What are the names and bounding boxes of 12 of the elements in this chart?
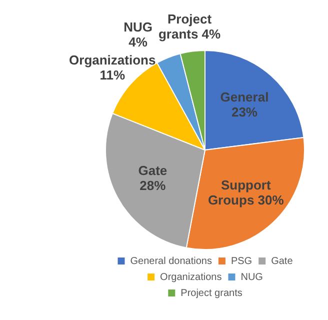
- legend-label: Gate: [271, 256, 294, 267]
- legend-label: General donations: [130, 256, 212, 267]
- legend-label: Organizations: [160, 272, 222, 283]
- legend-label: PSG: [230, 256, 252, 267]
- data-label: NUG 4%: [124, 19, 152, 50]
- data-label: Project grants 4%: [158, 12, 222, 42]
- data-label: Organizations 11%: [69, 52, 156, 82]
- data-label: General 23%: [220, 89, 269, 120]
- data-label: Gate 28%: [138, 162, 168, 193]
- legend-label: Project grants: [180, 288, 242, 299]
- data-label: Support Groups 30%: [208, 178, 284, 208]
- legend-label: NUG: [240, 272, 264, 283]
